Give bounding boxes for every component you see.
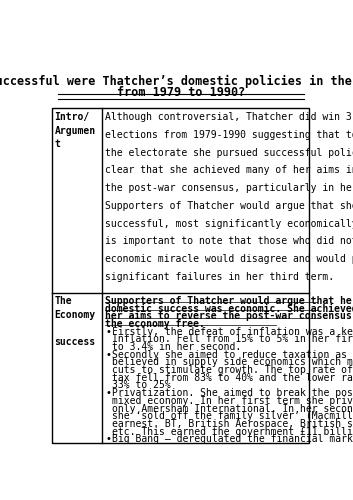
Text: Big Bang – deregulated the financial markets and: Big Bang – deregulated the financial mar… [112,434,353,444]
Text: The
Economy

success: The Economy success [54,296,96,347]
Text: the electorate she pursued successful policies. It is: the electorate she pursued successful po… [105,148,353,158]
Text: successful, most significantly economically. However, it: successful, most significantly economica… [105,218,353,228]
Text: only Amersham International. In her second term: only Amersham International. In her seco… [112,404,353,413]
Text: is important to note that those who did not share in the: is important to note that those who did … [105,236,353,246]
Text: clear that she achieved many of her aims in reversing: clear that she achieved many of her aims… [105,166,353,175]
Text: Although controversial, Thatcher did win 3 successive: Although controversial, Thatcher did win… [105,112,353,122]
Text: Secondly she aimed to reduce taxation as she: Secondly she aimed to reduce taxation as… [112,350,353,360]
Text: etc. This earned the government £11 billion.: etc. This earned the government £11 bill… [112,426,353,436]
Text: from 1979 to 1990?: from 1979 to 1990? [117,86,245,99]
Text: mixed economy. In her first term she privatized: mixed economy. In her first term she pri… [112,396,353,406]
Text: •: • [106,350,112,360]
Text: Firstly, the defeat of inflation was a key aim.: Firstly, the defeat of inflation was a k… [112,326,353,336]
Text: to 3.4% in her second.: to 3.4% in her second. [112,342,241,352]
Text: she ‘sold off the family silver’ (Macmillan) in: she ‘sold off the family silver’ (Macmil… [112,411,353,421]
Text: Intro/
Argumen
t: Intro/ Argumen t [54,112,96,149]
Text: tax fell from 83% to 40% and the lower rate from: tax fell from 83% to 40% and the lower r… [112,373,353,383]
Text: Supporters of Thatcher would argue that she was: Supporters of Thatcher would argue that … [105,201,353,211]
Text: How successful were Thatcher’s domestic policies in the period: How successful were Thatcher’s domestic … [0,76,353,88]
Text: Supporters of Thatcher would argue that her biggest: Supporters of Thatcher would argue that … [105,296,353,306]
Text: elections from 1979-1990 suggesting that to much of: elections from 1979-1990 suggesting that… [105,130,353,140]
Text: the post-war consensus, particularly in her second term.: the post-war consensus, particularly in … [105,183,353,193]
Text: •: • [106,326,112,336]
Text: •: • [106,434,112,444]
Text: the economy free.: the economy free. [105,319,205,329]
Text: believed in supply side economics which meant tax: believed in supply side economics which … [112,358,353,368]
Bar [52,108,310,443]
Text: Inflation. Fell from 15% to 5% in her first term and: Inflation. Fell from 15% to 5% in her fi… [112,334,353,344]
Text: Privatization. She aimed to break the post-war: Privatization. She aimed to break the po… [112,388,353,398]
Text: economic miracle would disagree and would point to: economic miracle would disagree and woul… [105,254,353,264]
Text: her aims to reverse the post-war consensus and set: her aims to reverse the post-war consens… [105,312,353,322]
Text: 33% to 25%: 33% to 25% [112,380,170,390]
Text: cuts to stimulate growth. The top rate of income: cuts to stimulate growth. The top rate o… [112,365,353,375]
Text: •: • [106,388,112,398]
Text: domestic success was economic. She achieved many of: domestic success was economic. She achie… [105,304,353,314]
Text: earnest. BT, British Aerospace, British shipbuilders: earnest. BT, British Aerospace, British … [112,419,353,429]
Text: significant failures in her third term.: significant failures in her third term. [105,272,334,282]
